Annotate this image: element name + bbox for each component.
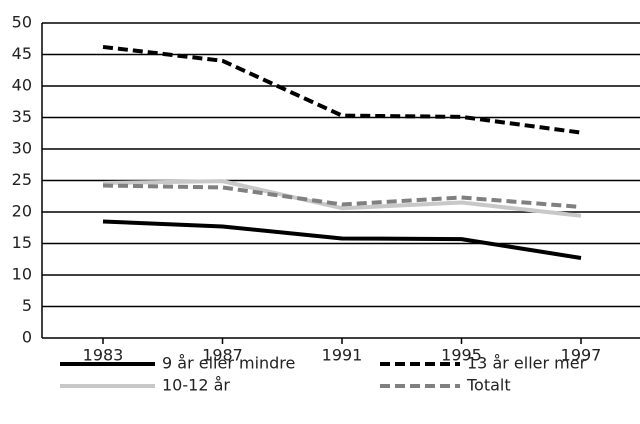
x-tick-label: 1991 <box>322 346 363 365</box>
y-tick-label: 45 <box>12 44 32 63</box>
y-tick-label: 5 <box>22 296 32 315</box>
series-line <box>102 183 582 209</box>
y-tick-label: 10 <box>12 265 32 284</box>
y-tick-label: 20 <box>12 202 32 221</box>
y-tick-label: 40 <box>12 76 32 95</box>
y-tick-label: 30 <box>12 139 32 158</box>
legend-label: 13 år eller mer <box>467 354 587 373</box>
series-line <box>102 44 582 135</box>
x-tick-label: 1987 <box>202 346 243 365</box>
y-tick-label: 15 <box>12 233 32 252</box>
series-line <box>102 219 582 260</box>
x-tick-label: 1997 <box>561 346 602 365</box>
y-tick-label: 35 <box>12 107 32 126</box>
legend-label: 10-12 år <box>162 376 230 395</box>
series-line <box>102 179 582 218</box>
legend-label: Totalt <box>466 376 511 395</box>
y-tick-label: 0 <box>22 328 32 347</box>
y-tick-label: 50 <box>12 13 32 32</box>
y-tick-label: 25 <box>12 170 32 189</box>
x-tick-label: 1983 <box>83 346 124 365</box>
legend-label: 9 år eller mindre <box>162 354 295 373</box>
x-tick-label: 1995 <box>441 346 482 365</box>
